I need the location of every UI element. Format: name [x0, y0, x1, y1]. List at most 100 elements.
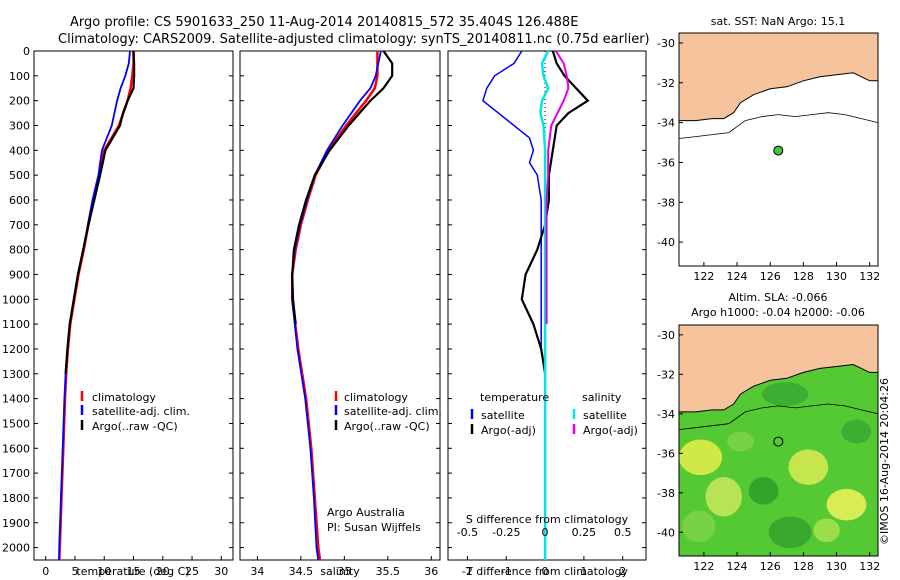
depth-tick-label: 1200: [2, 343, 30, 356]
sst_map-ytick-label: -34: [657, 117, 675, 130]
temperature-legend-label: climatology: [92, 391, 156, 404]
salinity-xtick-label: 34: [250, 565, 264, 578]
sla_map-ytick-label: -40: [657, 526, 675, 539]
sst_map-land: [679, 33, 878, 122]
sla_map-land: [679, 325, 878, 413]
sst_map-xtick-label: 124: [727, 270, 748, 283]
sla_map-ytick-label: -30: [657, 329, 675, 342]
temperature-xlabel: temperature (deg C): [76, 565, 189, 578]
sla_map-sla-blob: [679, 439, 723, 476]
sla_map-ytick-label: -34: [657, 408, 675, 421]
sst-map-title: sat. SST: NaN Argo: 15.1: [711, 15, 845, 28]
salinity-legend-label: satellite-adj. clim.: [344, 405, 442, 418]
depth-tick-label: 400: [9, 144, 30, 157]
sst_map-float-marker: [773, 145, 784, 156]
depth-tick-label: 300: [9, 119, 30, 132]
depth-tick-label: 1400: [2, 393, 30, 406]
footer-stamp: ©IMOS 16-Aug-2014 20:04:26: [878, 378, 891, 545]
differences-xtick-label: 2: [619, 565, 626, 578]
header-line1: Argo profile: CS 5901633_250 11-Aug-2014…: [70, 15, 578, 30]
sla_map-sla-blob: [682, 510, 716, 543]
sla_map-sla-blob: [705, 477, 743, 517]
salinity-xtick-label: 34.5: [289, 565, 314, 578]
sst_map-xtick-label: 130: [826, 270, 847, 283]
sla_map-sla-blob: [813, 518, 840, 543]
salinity-xtick-label: 35.5: [376, 565, 401, 578]
sla_map-xtick-label: 132: [859, 560, 880, 573]
salinity-xlabel: salinity: [320, 565, 360, 578]
depth-tick-label: 1100: [2, 318, 30, 331]
sla_map-float-marker: [773, 436, 784, 447]
sla_map-xtick-label: 126: [760, 560, 781, 573]
depth-tick-label: 100: [9, 70, 30, 83]
diff-t-satellite-line: [482, 50, 546, 560]
depth-tick-label: 2000: [2, 542, 30, 555]
sla_map-xtick-label: 122: [693, 560, 714, 573]
differences-xtick-label: -2: [462, 565, 473, 578]
temperature-xtick-label: 30: [214, 565, 228, 578]
diff-s-tick-label: 0.5: [614, 526, 632, 539]
diff-legend-salinity-header: salinity: [582, 391, 622, 404]
diff-legend-label: Argo(-adj): [481, 424, 536, 437]
sla_map-sla-blob: [768, 516, 812, 549]
temperature-argo-line: [64, 50, 136, 374]
sla_map-xtick-label: 130: [826, 560, 847, 573]
temperature-xtick-label: 10: [97, 565, 111, 578]
diff-s-tick-label: 0: [542, 526, 549, 539]
temperature-legend-label: Argo(..raw -QC): [92, 420, 178, 433]
depth-tick-label: 0: [23, 45, 30, 58]
sst_map-ytick-label: -30: [657, 37, 675, 50]
sla_map-sla-blob: [748, 477, 779, 505]
header-line2: Climatology: CARS2009. Satellite-adjuste…: [58, 32, 650, 47]
salinity-xtick-label: 35: [337, 565, 351, 578]
depth-tick-label: 1600: [2, 442, 30, 455]
temperature-xtick-label: 5: [71, 565, 78, 578]
sla_map-ytick-label: -36: [657, 447, 675, 460]
depth-tick-label: 1500: [2, 417, 30, 430]
sst_map-frame: [678, 32, 879, 267]
differences-xtick-label: 0: [542, 565, 549, 578]
sla-map-title-2: Argo h1000: -0.04 h2000: -0.06: [691, 306, 865, 319]
sst_map-ytick-label: -36: [657, 156, 675, 169]
sla_map-frame: [678, 324, 879, 557]
diff-s-tick-label: -0.25: [492, 526, 520, 539]
depth-tick-label: 800: [9, 244, 30, 257]
sla_map-shelf-contour: [679, 403, 878, 430]
diff-legend-label: satellite: [583, 409, 627, 422]
sla_map-sla-blob: [788, 449, 829, 485]
diff-s-axis-label: S difference from climatology: [466, 513, 629, 526]
temperature-axes-frame: [33, 50, 234, 561]
sst_map-xtick-label: 122: [693, 270, 714, 283]
diff-s-satellite-line: [539, 50, 550, 560]
salinity-axes-frame: [239, 50, 441, 561]
temperature-xtick-label: 15: [127, 565, 141, 578]
salinity-legend-label: Argo(..raw -QC): [344, 420, 430, 433]
sst_map-xtick-label: 132: [859, 270, 880, 283]
diff-s-tick-label: -0.5: [457, 526, 478, 539]
depth-tick-label: 1300: [2, 368, 30, 381]
diff-t-axis-label: T difference from climatology: [465, 565, 628, 578]
depth-tick-label: 700: [9, 219, 30, 232]
depth-tick-label: 1800: [2, 492, 30, 505]
sla_map-sla-blob: [761, 382, 809, 406]
diff-s-tick-label: 0.25: [572, 526, 597, 539]
sst_map-ytick-label: -40: [657, 236, 675, 249]
temperature-xtick-label: 0: [42, 565, 49, 578]
pi-label: PI: Susan Wijffels: [327, 521, 421, 534]
depth-tick-label: 600: [9, 194, 30, 207]
diff-legend-label: Argo(-adj): [583, 424, 638, 437]
differences-xtick-label: -1: [501, 565, 512, 578]
sla_map-xtick-label: 124: [727, 560, 748, 573]
sla_map-group: [678, 324, 879, 557]
sla-map-title-1: Altim. SLA: -0.066: [728, 291, 827, 304]
sst_map-group: [678, 32, 879, 267]
sla_map-ytick-label: -38: [657, 487, 675, 500]
temperature-xtick-label: 25: [185, 565, 199, 578]
sst_map-xtick-label: 126: [760, 270, 781, 283]
sst_map-xtick-label: 128: [793, 270, 814, 283]
differences-xtick-label: 1: [580, 565, 587, 578]
sla_map-sla-blob: [727, 431, 754, 452]
salinity-xtick-label: 36: [424, 565, 438, 578]
sla_map-ytick-label: -32: [657, 368, 675, 381]
